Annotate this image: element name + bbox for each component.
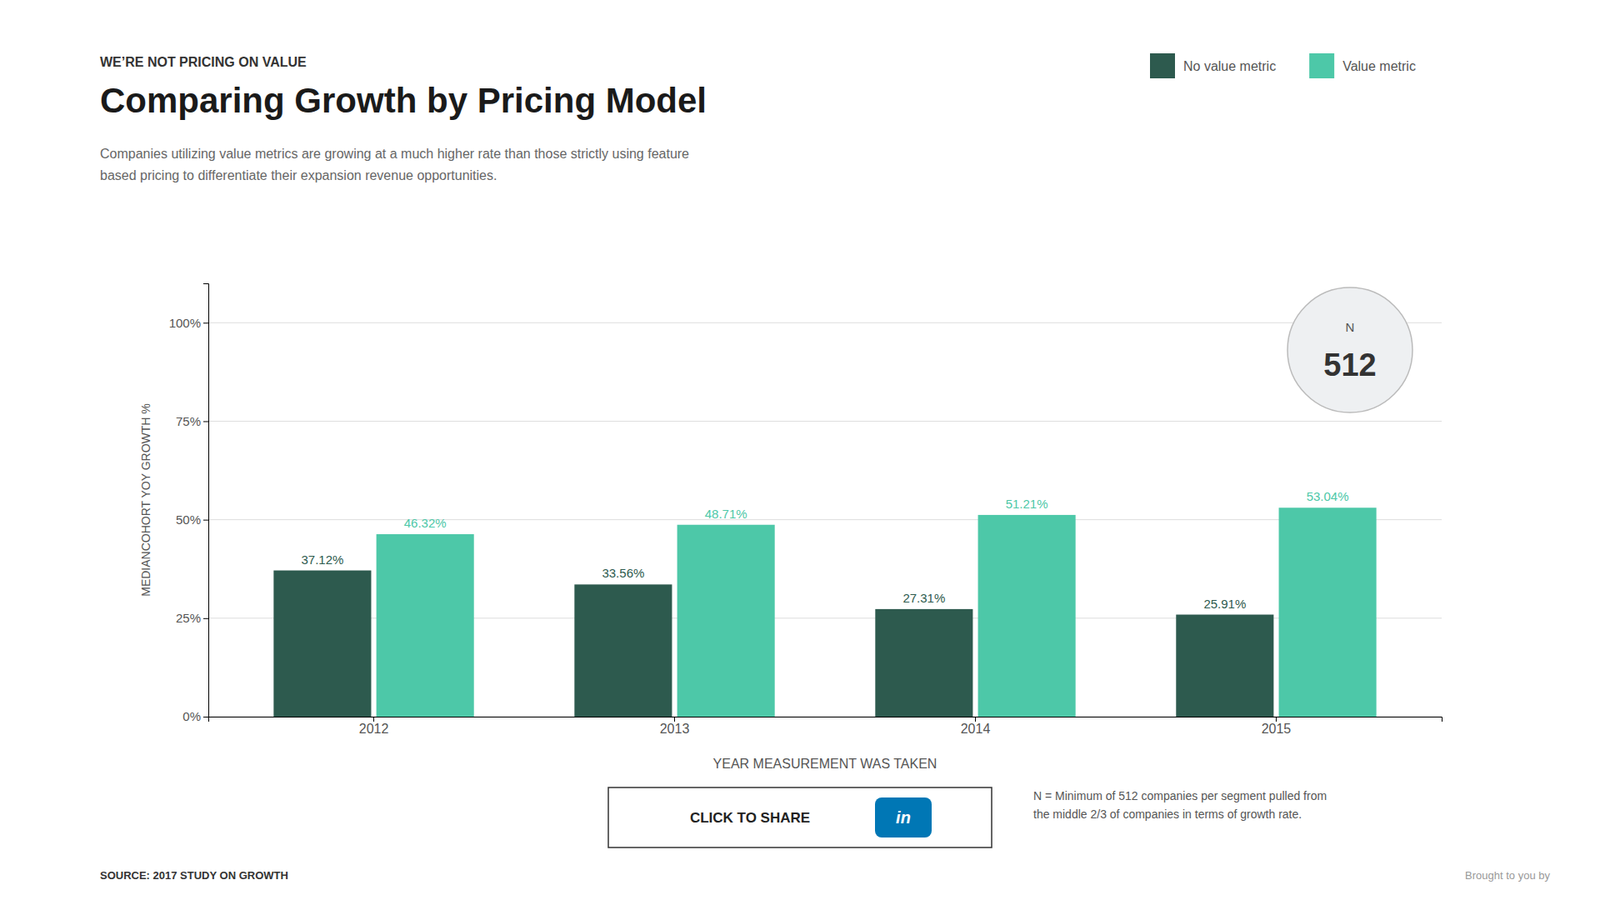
- n-note: N = Minimum of 512 companies per segment…: [1033, 789, 1327, 821]
- data-label: 48.71%: [705, 506, 748, 521]
- n-badge: N 512: [1287, 287, 1413, 413]
- y-tick: 50%: [175, 512, 209, 527]
- bar: [574, 584, 672, 717]
- y-tick-mark: [203, 520, 209, 521]
- grid-line: [208, 322, 1442, 324]
- bar: [1279, 507, 1377, 717]
- data-label: 53.04%: [1306, 489, 1350, 504]
- n-badge-label: N: [1345, 320, 1355, 335]
- legend: No value metric Value metric: [1150, 53, 1416, 79]
- data-label: 27.31%: [902, 590, 945, 605]
- y-tick-mark: [203, 618, 209, 620]
- chart: WE’RE NOT PRICING ON VALUE Comparing Grow…: [0, 0, 1600, 900]
- bar: [978, 515, 1076, 717]
- share-logo[interactable]: [875, 797, 932, 838]
- y-axis-line: [203, 284, 210, 718]
- bar: [376, 534, 475, 717]
- title: Comparing Growth by Pricing Model: [100, 80, 707, 120]
- x-axis-title: YEAR MEASUREMENT WAS TAKEN: [713, 756, 938, 771]
- legend-label: Value metric: [1342, 59, 1416, 74]
- x-tick: 2013: [660, 716, 690, 736]
- legend-label: No value metric: [1183, 59, 1276, 74]
- y-tick: 75%: [175, 414, 209, 429]
- data-label: 33.56%: [601, 565, 645, 580]
- y-tick-mark: [203, 716, 209, 718]
- x-tick: 2012: [359, 716, 390, 736]
- bar: [875, 609, 973, 717]
- legend-swatch: [1309, 53, 1335, 79]
- supertitle: WE’RE NOT PRICING ON VALUE: [100, 55, 307, 70]
- source: SOURCE: 2017 STUDY ON GROWTH: [100, 869, 289, 882]
- x-tick-mark: [674, 716, 675, 722]
- x-tick: 2015: [1261, 716, 1292, 736]
- legend-swatch: [1150, 53, 1175, 79]
- x-tick-mark: [373, 716, 375, 722]
- legend-item: Value metric: [1309, 53, 1416, 79]
- y-tick-mark: [203, 420, 209, 422]
- legend-item: No value metric: [1150, 53, 1276, 79]
- bar: [1175, 615, 1274, 717]
- y-tick-label: 100%: [169, 315, 201, 330]
- x-tick: 2014: [960, 716, 991, 736]
- y-axis: 0% 25% 50% 75% 100%: [169, 284, 210, 725]
- x-tick-label: 2013: [660, 721, 690, 736]
- x-tick-mark: [1275, 716, 1277, 722]
- data-label: 37.12%: [300, 552, 344, 567]
- series: [376, 507, 1377, 717]
- y-tick: 0%: [182, 709, 209, 724]
- bar: [273, 570, 371, 717]
- y-tick: 100%: [169, 315, 209, 330]
- data-label: 25.91%: [1203, 596, 1246, 611]
- subtitle: Companies utilizing value metrics are gr…: [100, 146, 690, 183]
- y-tick: 25%: [175, 610, 209, 625]
- y-tick-label: 25%: [175, 610, 201, 625]
- y-tick-label: 50%: [175, 512, 201, 527]
- x-tick-mark: [975, 716, 976, 722]
- grid-line: [208, 420, 1442, 422]
- share-button-box[interactable]: [608, 787, 992, 848]
- n-badge-value: 512: [1323, 347, 1376, 383]
- share-button-label[interactable]: CLICK TO SHARE: [690, 810, 810, 826]
- grid-line: [208, 519, 1442, 520]
- bar: [677, 525, 775, 717]
- x-tick-label: 2014: [960, 721, 991, 736]
- n-badge-circle: [1287, 287, 1413, 413]
- x-tick-label: 2012: [359, 721, 390, 736]
- y-axis-title: MEDIANCOHORT YOY GROWTH %: [139, 403, 153, 597]
- share-button[interactable]: CLICK TO SHARE in: [608, 787, 992, 848]
- grid: [208, 322, 1442, 717]
- y-tick-label: 0%: [182, 709, 201, 724]
- y-tick-label: 75%: [175, 414, 201, 429]
- x-axis-line: [209, 717, 1443, 723]
- y-tick-mark: [203, 322, 209, 324]
- data-label: 51.21%: [1005, 496, 1049, 511]
- data-labels: 37.12% 33.56% 27.31% 25.91% 46.32% 48.71% 51.2…: [300, 489, 1349, 610]
- share-logo-text[interactable]: in: [895, 808, 911, 827]
- x-axis: 2012 2013 2014 2015: [209, 716, 1443, 736]
- bars: [273, 507, 1376, 717]
- data-label: 46.32%: [404, 515, 447, 530]
- x-tick-label: 2015: [1261, 721, 1292, 736]
- credit: Brought to you by: [1465, 869, 1550, 882]
